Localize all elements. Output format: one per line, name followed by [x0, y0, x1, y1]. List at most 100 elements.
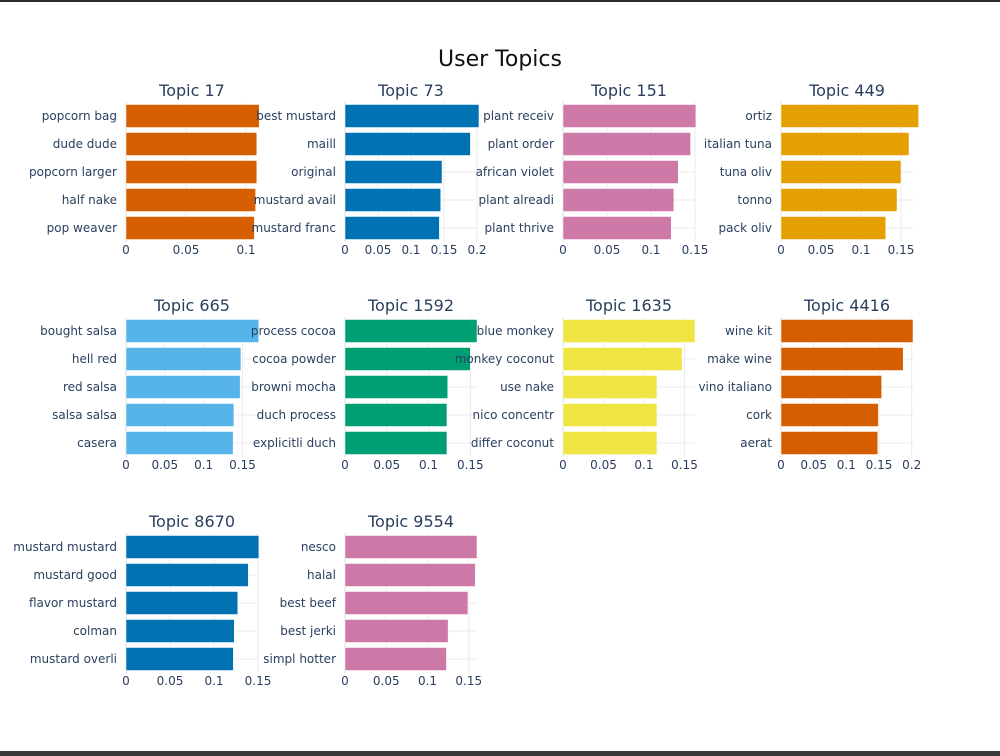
- bar: [562, 132, 691, 156]
- category-label: mustard franc: [252, 221, 336, 235]
- x-tick-label: 0.1: [837, 458, 856, 472]
- bar: [125, 188, 256, 212]
- x-tick-label: 0.05: [151, 458, 178, 472]
- category-label: bought salsa: [40, 324, 117, 338]
- x-tick-label: 0.1: [401, 243, 420, 257]
- bar: [125, 619, 235, 643]
- x-tick-label: 0.05: [590, 458, 617, 472]
- bar: [344, 188, 441, 212]
- bar: [562, 375, 658, 399]
- bar: [562, 160, 679, 184]
- bar: [562, 216, 672, 240]
- category-label: hell red: [72, 352, 117, 366]
- category-label: maill: [307, 137, 336, 151]
- bar: [125, 647, 234, 671]
- category-label: pack oliv: [719, 221, 772, 235]
- window-top-border: [0, 0, 1000, 2]
- bar: [344, 431, 448, 455]
- x-tick-label: 0.15: [457, 458, 484, 472]
- x-tick-label: 0.15: [455, 674, 482, 688]
- x-tick-label: 0.1: [418, 674, 437, 688]
- panel-title: Topic 665: [153, 296, 230, 315]
- category-label: ortiz: [745, 109, 772, 123]
- category-label: nesco: [301, 540, 336, 554]
- bar: [344, 591, 469, 615]
- x-tick-label: 0.15: [866, 458, 893, 472]
- x-tick-label: 0.05: [594, 243, 621, 257]
- x-tick-label: 0.15: [682, 243, 709, 257]
- category-label: make wine: [707, 352, 772, 366]
- window-bottom-border: [0, 751, 1000, 756]
- category-label: cocoa powder: [252, 352, 336, 366]
- bar: [780, 104, 919, 128]
- category-label: red salsa: [63, 380, 117, 394]
- category-label: blue monkey: [477, 324, 554, 338]
- bar: [125, 132, 258, 156]
- bar: [344, 216, 440, 240]
- category-label: tuna oliv: [720, 165, 772, 179]
- bar: [780, 188, 898, 212]
- category-label: african violet: [476, 165, 555, 179]
- category-label: plant thrive: [485, 221, 555, 235]
- category-label: mustard overli: [30, 652, 117, 666]
- x-tick-label: 0: [341, 243, 349, 257]
- x-tick-label: 0: [777, 243, 785, 257]
- bar: [125, 347, 242, 371]
- category-label: pop weaver: [47, 221, 117, 235]
- x-tick-label: 0.15: [671, 458, 698, 472]
- category-label: salsa salsa: [52, 408, 117, 422]
- category-label: mustard mustard: [13, 540, 117, 554]
- category-label: explicitli duch: [253, 436, 336, 450]
- category-label: original: [291, 165, 336, 179]
- category-label: italian tuna: [704, 137, 772, 151]
- category-label: halal: [307, 568, 336, 582]
- bar: [344, 319, 478, 343]
- x-tick-label: 0.1: [641, 243, 660, 257]
- category-label: wine kit: [725, 324, 772, 338]
- bar: [562, 104, 697, 128]
- bar: [780, 347, 904, 371]
- x-tick-label: 0.15: [888, 243, 915, 257]
- bar: [562, 319, 696, 343]
- topic-panel: Topic 1592 process cocoa cocoa powder brown…: [251, 296, 484, 472]
- panel-title: Topic 1592: [367, 296, 454, 315]
- bar: [344, 535, 478, 559]
- bar: [780, 132, 910, 156]
- category-label: differ coconut: [471, 436, 554, 450]
- x-tick-label: 0.1: [194, 458, 213, 472]
- category-label: vino italiano: [698, 380, 772, 394]
- panel-title: Topic 73: [377, 81, 444, 100]
- x-tick-label: 0.05: [157, 674, 184, 688]
- bar: [780, 375, 882, 399]
- x-tick-label: 0.05: [173, 243, 200, 257]
- bar: [562, 403, 658, 427]
- category-label: tonno: [737, 193, 772, 207]
- bar: [125, 591, 239, 615]
- category-label: cork: [746, 408, 772, 422]
- bar: [562, 431, 658, 455]
- bar: [780, 431, 878, 455]
- category-label: dude dude: [53, 137, 117, 151]
- category-label: use nake: [500, 380, 554, 394]
- bar: [125, 375, 241, 399]
- bar: [780, 216, 887, 240]
- bar: [344, 619, 449, 643]
- category-label: best beef: [280, 596, 337, 610]
- chart-title: User Topics: [438, 47, 562, 72]
- category-label: popcorn larger: [29, 165, 117, 179]
- topic-panels: Topic 17 popcorn bag dude dude popcorn larg…: [13, 81, 921, 688]
- topic-panel: Topic 151 plant receiv plant order african …: [476, 81, 709, 257]
- x-tick-label: 0.2: [902, 458, 921, 472]
- topic-panel: Topic 17 popcorn bag dude dude popcorn larg…: [29, 81, 260, 257]
- x-tick-label: 0.1: [851, 243, 870, 257]
- bar: [344, 347, 471, 371]
- x-tick-label: 0: [559, 243, 567, 257]
- bar: [344, 403, 448, 427]
- category-label: browni mocha: [251, 380, 336, 394]
- bar: [125, 563, 249, 587]
- panel-title: Topic 151: [590, 81, 667, 100]
- category-label: flavor mustard: [29, 596, 117, 610]
- category-label: casera: [77, 436, 117, 450]
- panel-title: Topic 8670: [148, 512, 235, 531]
